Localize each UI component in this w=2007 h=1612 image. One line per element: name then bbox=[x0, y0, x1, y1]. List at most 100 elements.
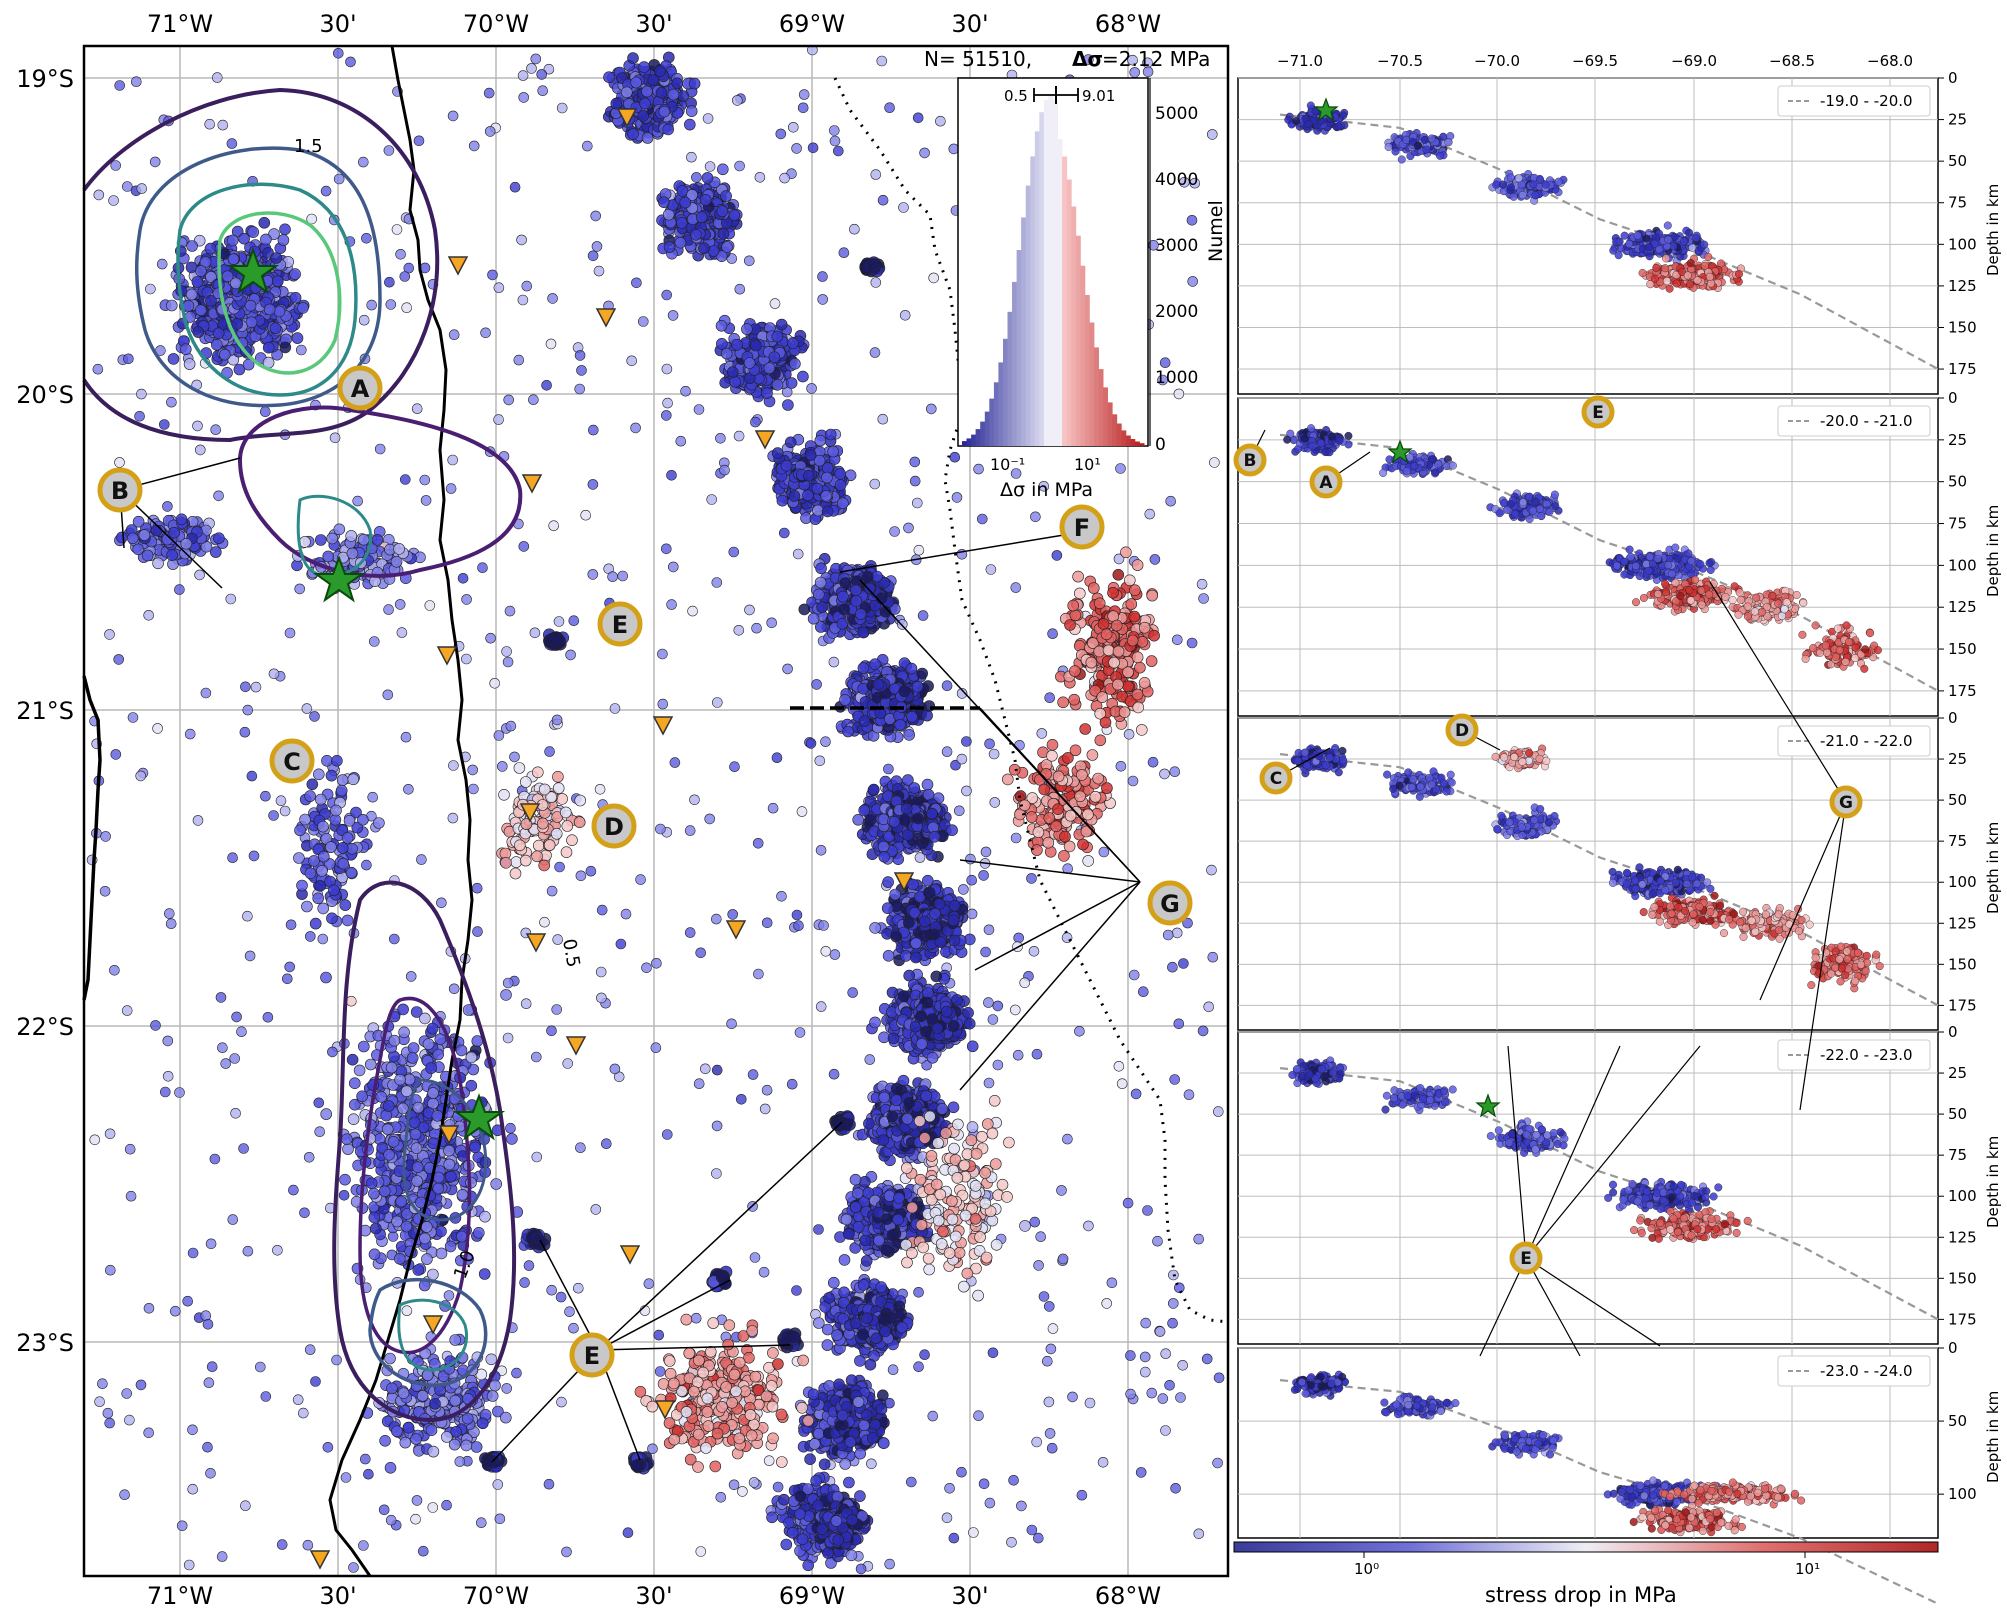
event-dot bbox=[517, 70, 529, 81]
event-dot bbox=[240, 1500, 251, 1511]
event-dot bbox=[121, 1005, 133, 1016]
event-dot bbox=[791, 1285, 802, 1296]
event-dot bbox=[1197, 1025, 1209, 1037]
event-dot bbox=[217, 119, 229, 131]
event-dot bbox=[385, 1061, 398, 1074]
event-dot bbox=[520, 998, 532, 1010]
event-dot bbox=[1101, 1298, 1112, 1309]
event-dot bbox=[393, 1253, 406, 1265]
event-dot bbox=[422, 1038, 435, 1050]
event-dot bbox=[1116, 1078, 1128, 1089]
event-dot bbox=[866, 1458, 877, 1470]
event-dot bbox=[320, 971, 332, 984]
event-dot bbox=[152, 723, 163, 734]
event-dot bbox=[883, 763, 894, 775]
event-dot bbox=[691, 172, 702, 183]
event-dot bbox=[489, 1379, 501, 1392]
event-dot bbox=[397, 1387, 410, 1399]
event-dot bbox=[815, 844, 827, 856]
event-dot bbox=[728, 1479, 740, 1491]
event-dot bbox=[821, 505, 834, 518]
event-dot bbox=[545, 338, 557, 350]
event-dot bbox=[805, 738, 817, 749]
event-dot bbox=[1033, 1260, 1044, 1271]
event-dot bbox=[449, 1394, 462, 1407]
event-dot bbox=[309, 711, 320, 722]
event-dot bbox=[124, 1143, 136, 1155]
event-dot bbox=[506, 1133, 518, 1145]
event-dot bbox=[729, 761, 740, 773]
event-dot bbox=[587, 569, 599, 580]
event-dot bbox=[715, 432, 726, 444]
event-dot bbox=[637, 110, 650, 122]
event-dot bbox=[325, 769, 338, 782]
event-dot bbox=[768, 351, 781, 364]
event-dot bbox=[127, 712, 139, 723]
event-dot bbox=[536, 69, 548, 80]
event-dot bbox=[968, 1527, 979, 1538]
event-dot bbox=[467, 764, 479, 776]
event-dot bbox=[166, 396, 177, 408]
event-dot bbox=[505, 720, 517, 732]
event-dot bbox=[526, 63, 537, 74]
event-dot bbox=[870, 277, 882, 288]
event-dot bbox=[1169, 766, 1181, 778]
event-dot bbox=[821, 471, 833, 484]
event-dot bbox=[1182, 917, 1193, 929]
event-dot bbox=[443, 1290, 455, 1301]
event-dot bbox=[794, 1027, 806, 1038]
event-dot bbox=[798, 89, 810, 100]
event-dot bbox=[394, 1073, 406, 1086]
event-dot bbox=[1173, 388, 1185, 400]
event-dot bbox=[141, 549, 154, 562]
event-dot bbox=[925, 403, 937, 415]
event-dot bbox=[1201, 1353, 1213, 1365]
event-dot bbox=[427, 1502, 439, 1513]
event-dot bbox=[590, 210, 602, 222]
event-dot bbox=[839, 694, 851, 706]
event-dot bbox=[782, 399, 794, 411]
event-dot bbox=[435, 1247, 448, 1260]
event-dot bbox=[812, 588, 825, 601]
event-dot bbox=[727, 909, 739, 920]
event-dot bbox=[911, 497, 923, 509]
event-dot bbox=[166, 549, 178, 562]
event-dot bbox=[162, 501, 173, 512]
event-dot bbox=[461, 1412, 474, 1425]
event-dot bbox=[820, 490, 832, 502]
event-dot bbox=[715, 319, 728, 332]
event-dot bbox=[1213, 1106, 1224, 1117]
event-dot bbox=[384, 276, 395, 288]
event-dot bbox=[245, 316, 258, 329]
event-dot bbox=[326, 912, 338, 925]
event-dot bbox=[1028, 945, 1040, 957]
event-dot bbox=[391, 224, 403, 235]
event-dot bbox=[956, 1466, 967, 1478]
map-event-scatter bbox=[86, 46, 1225, 1575]
event-dot bbox=[832, 145, 844, 157]
event-dot bbox=[752, 837, 764, 849]
event-dot bbox=[626, 355, 638, 367]
event-dot bbox=[409, 1128, 422, 1141]
event-dot bbox=[331, 754, 343, 767]
event-dot bbox=[292, 1394, 304, 1405]
event-dot bbox=[556, 102, 568, 114]
event-dot bbox=[771, 447, 784, 459]
event-dot bbox=[502, 977, 514, 989]
event-dot bbox=[299, 1207, 310, 1219]
event-dot bbox=[485, 632, 496, 644]
event-dot bbox=[395, 249, 406, 260]
event-dot bbox=[385, 299, 397, 310]
event-dot bbox=[501, 1383, 513, 1394]
event-dot bbox=[1198, 593, 1209, 604]
event-dot bbox=[909, 475, 921, 487]
event-dot bbox=[204, 242, 217, 255]
event-dot bbox=[655, 86, 668, 99]
event-dot bbox=[797, 370, 809, 383]
event-dot bbox=[1144, 508, 1156, 520]
event-dot bbox=[761, 387, 773, 400]
event-dot bbox=[1157, 374, 1168, 386]
event-dot bbox=[988, 748, 1000, 760]
event-dot bbox=[329, 432, 341, 444]
event-dot bbox=[205, 1238, 217, 1250]
